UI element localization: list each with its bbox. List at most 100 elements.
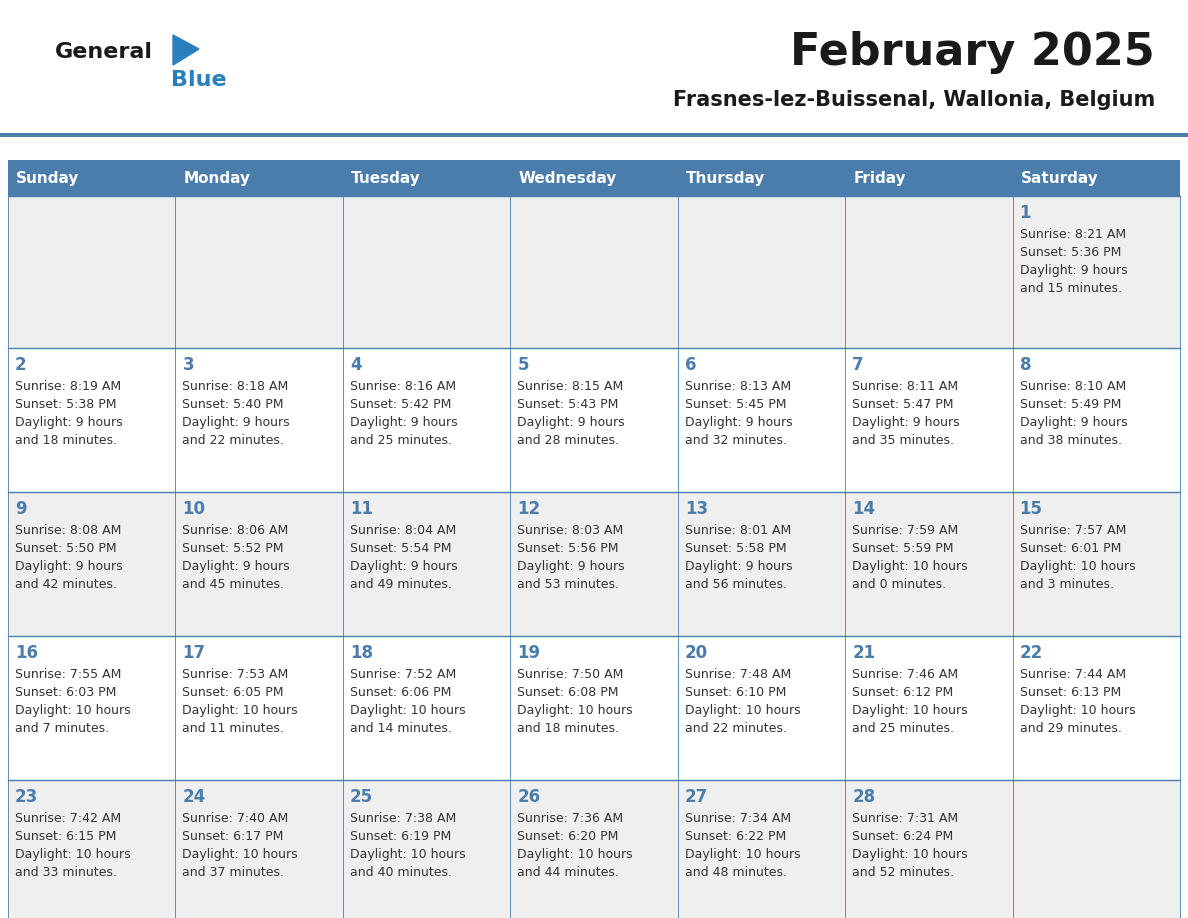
- Text: Sunrise: 8:01 AM: Sunrise: 8:01 AM: [684, 524, 791, 537]
- Text: Sunrise: 7:52 AM: Sunrise: 7:52 AM: [349, 668, 456, 681]
- Text: Sunset: 5:43 PM: Sunset: 5:43 PM: [517, 398, 619, 411]
- Text: Sunrise: 8:06 AM: Sunrise: 8:06 AM: [183, 524, 289, 537]
- Bar: [845, 780, 1012, 918]
- Text: Sunset: 5:49 PM: Sunset: 5:49 PM: [1019, 398, 1121, 411]
- Text: Daylight: 9 hours: Daylight: 9 hours: [684, 560, 792, 573]
- Text: Daylight: 10 hours: Daylight: 10 hours: [852, 560, 968, 573]
- Bar: [511, 636, 677, 780]
- Text: Sunset: 6:01 PM: Sunset: 6:01 PM: [1019, 542, 1121, 555]
- Bar: [343, 636, 511, 780]
- Text: Tuesday: Tuesday: [350, 171, 421, 185]
- Text: Sunrise: 7:40 AM: Sunrise: 7:40 AM: [183, 812, 289, 825]
- Polygon shape: [173, 35, 200, 65]
- Text: Daylight: 9 hours: Daylight: 9 hours: [517, 560, 625, 573]
- Text: and 45 minutes.: and 45 minutes.: [183, 578, 284, 591]
- Text: 24: 24: [183, 788, 206, 806]
- Bar: [8, 196, 176, 348]
- Text: and 0 minutes.: and 0 minutes.: [852, 578, 947, 591]
- Text: Sunrise: 7:38 AM: Sunrise: 7:38 AM: [349, 812, 456, 825]
- Text: Sunset: 6:03 PM: Sunset: 6:03 PM: [15, 686, 116, 699]
- Text: and 33 minutes.: and 33 minutes.: [15, 866, 116, 879]
- Text: Sunset: 5:38 PM: Sunset: 5:38 PM: [15, 398, 116, 411]
- Text: Sunset: 6:20 PM: Sunset: 6:20 PM: [517, 830, 619, 843]
- Text: Daylight: 9 hours: Daylight: 9 hours: [349, 560, 457, 573]
- Text: Sunset: 6:12 PM: Sunset: 6:12 PM: [852, 686, 954, 699]
- Text: 12: 12: [517, 500, 541, 518]
- Text: Daylight: 9 hours: Daylight: 9 hours: [183, 416, 290, 429]
- Text: Daylight: 10 hours: Daylight: 10 hours: [183, 848, 298, 861]
- Bar: [677, 492, 845, 636]
- Text: Sunset: 5:56 PM: Sunset: 5:56 PM: [517, 542, 619, 555]
- Text: and 7 minutes.: and 7 minutes.: [15, 722, 109, 735]
- Bar: [176, 160, 343, 196]
- Text: Sunrise: 8:16 AM: Sunrise: 8:16 AM: [349, 380, 456, 393]
- Text: Sunrise: 7:59 AM: Sunrise: 7:59 AM: [852, 524, 959, 537]
- Text: 18: 18: [349, 644, 373, 662]
- Text: 16: 16: [15, 644, 38, 662]
- Text: 25: 25: [349, 788, 373, 806]
- Text: Daylight: 9 hours: Daylight: 9 hours: [15, 560, 122, 573]
- Text: Daylight: 10 hours: Daylight: 10 hours: [349, 848, 466, 861]
- Bar: [343, 492, 511, 636]
- Text: Sunset: 6:10 PM: Sunset: 6:10 PM: [684, 686, 786, 699]
- Text: Daylight: 10 hours: Daylight: 10 hours: [852, 848, 968, 861]
- Text: Sunset: 5:47 PM: Sunset: 5:47 PM: [852, 398, 954, 411]
- Text: Saturday: Saturday: [1020, 171, 1099, 185]
- Bar: [343, 196, 511, 348]
- Text: 28: 28: [852, 788, 876, 806]
- Text: and 15 minutes.: and 15 minutes.: [1019, 282, 1121, 295]
- Text: Sunrise: 8:11 AM: Sunrise: 8:11 AM: [852, 380, 959, 393]
- Text: and 38 minutes.: and 38 minutes.: [1019, 434, 1121, 447]
- Text: 20: 20: [684, 644, 708, 662]
- Text: and 25 minutes.: and 25 minutes.: [349, 434, 451, 447]
- Text: Sunset: 5:54 PM: Sunset: 5:54 PM: [349, 542, 451, 555]
- Text: Sunrise: 8:08 AM: Sunrise: 8:08 AM: [15, 524, 121, 537]
- Text: Sunrise: 7:44 AM: Sunrise: 7:44 AM: [1019, 668, 1126, 681]
- Text: Daylight: 10 hours: Daylight: 10 hours: [1019, 704, 1136, 717]
- Text: and 40 minutes.: and 40 minutes.: [349, 866, 451, 879]
- Text: Daylight: 10 hours: Daylight: 10 hours: [15, 704, 131, 717]
- Text: Daylight: 9 hours: Daylight: 9 hours: [183, 560, 290, 573]
- Bar: [343, 780, 511, 918]
- Text: Sunset: 6:13 PM: Sunset: 6:13 PM: [1019, 686, 1120, 699]
- Text: 11: 11: [349, 500, 373, 518]
- Text: 15: 15: [1019, 500, 1043, 518]
- Bar: [343, 348, 511, 492]
- Bar: [0, 133, 1188, 137]
- Text: and 35 minutes.: and 35 minutes.: [852, 434, 954, 447]
- Text: Sunset: 6:05 PM: Sunset: 6:05 PM: [183, 686, 284, 699]
- Text: Sunrise: 8:13 AM: Sunrise: 8:13 AM: [684, 380, 791, 393]
- Text: and 22 minutes.: and 22 minutes.: [183, 434, 284, 447]
- Text: Blue: Blue: [171, 70, 227, 90]
- Text: Sunset: 6:17 PM: Sunset: 6:17 PM: [183, 830, 284, 843]
- Text: Monday: Monday: [183, 171, 251, 185]
- Text: and 37 minutes.: and 37 minutes.: [183, 866, 284, 879]
- Text: and 56 minutes.: and 56 minutes.: [684, 578, 786, 591]
- Text: Sunrise: 8:03 AM: Sunrise: 8:03 AM: [517, 524, 624, 537]
- Bar: [1012, 348, 1180, 492]
- Text: Sunset: 5:45 PM: Sunset: 5:45 PM: [684, 398, 786, 411]
- Text: Sunrise: 7:55 AM: Sunrise: 7:55 AM: [15, 668, 121, 681]
- Text: Daylight: 10 hours: Daylight: 10 hours: [684, 848, 801, 861]
- Text: Sunrise: 8:21 AM: Sunrise: 8:21 AM: [1019, 228, 1126, 241]
- Bar: [677, 196, 845, 348]
- Text: Sunrise: 7:34 AM: Sunrise: 7:34 AM: [684, 812, 791, 825]
- Bar: [511, 492, 677, 636]
- Text: Sunset: 5:59 PM: Sunset: 5:59 PM: [852, 542, 954, 555]
- Bar: [8, 160, 176, 196]
- Text: Sunrise: 8:18 AM: Sunrise: 8:18 AM: [183, 380, 289, 393]
- Text: Sunrise: 8:10 AM: Sunrise: 8:10 AM: [1019, 380, 1126, 393]
- Bar: [8, 636, 176, 780]
- Text: 9: 9: [15, 500, 26, 518]
- Text: Sunrise: 7:42 AM: Sunrise: 7:42 AM: [15, 812, 121, 825]
- Text: and 32 minutes.: and 32 minutes.: [684, 434, 786, 447]
- Text: Daylight: 9 hours: Daylight: 9 hours: [349, 416, 457, 429]
- Bar: [176, 780, 343, 918]
- Text: 5: 5: [517, 356, 529, 374]
- Bar: [511, 780, 677, 918]
- Text: and 28 minutes.: and 28 minutes.: [517, 434, 619, 447]
- Text: 2: 2: [15, 356, 26, 374]
- Text: Daylight: 10 hours: Daylight: 10 hours: [349, 704, 466, 717]
- Bar: [511, 160, 677, 196]
- Text: and 18 minutes.: and 18 minutes.: [517, 722, 619, 735]
